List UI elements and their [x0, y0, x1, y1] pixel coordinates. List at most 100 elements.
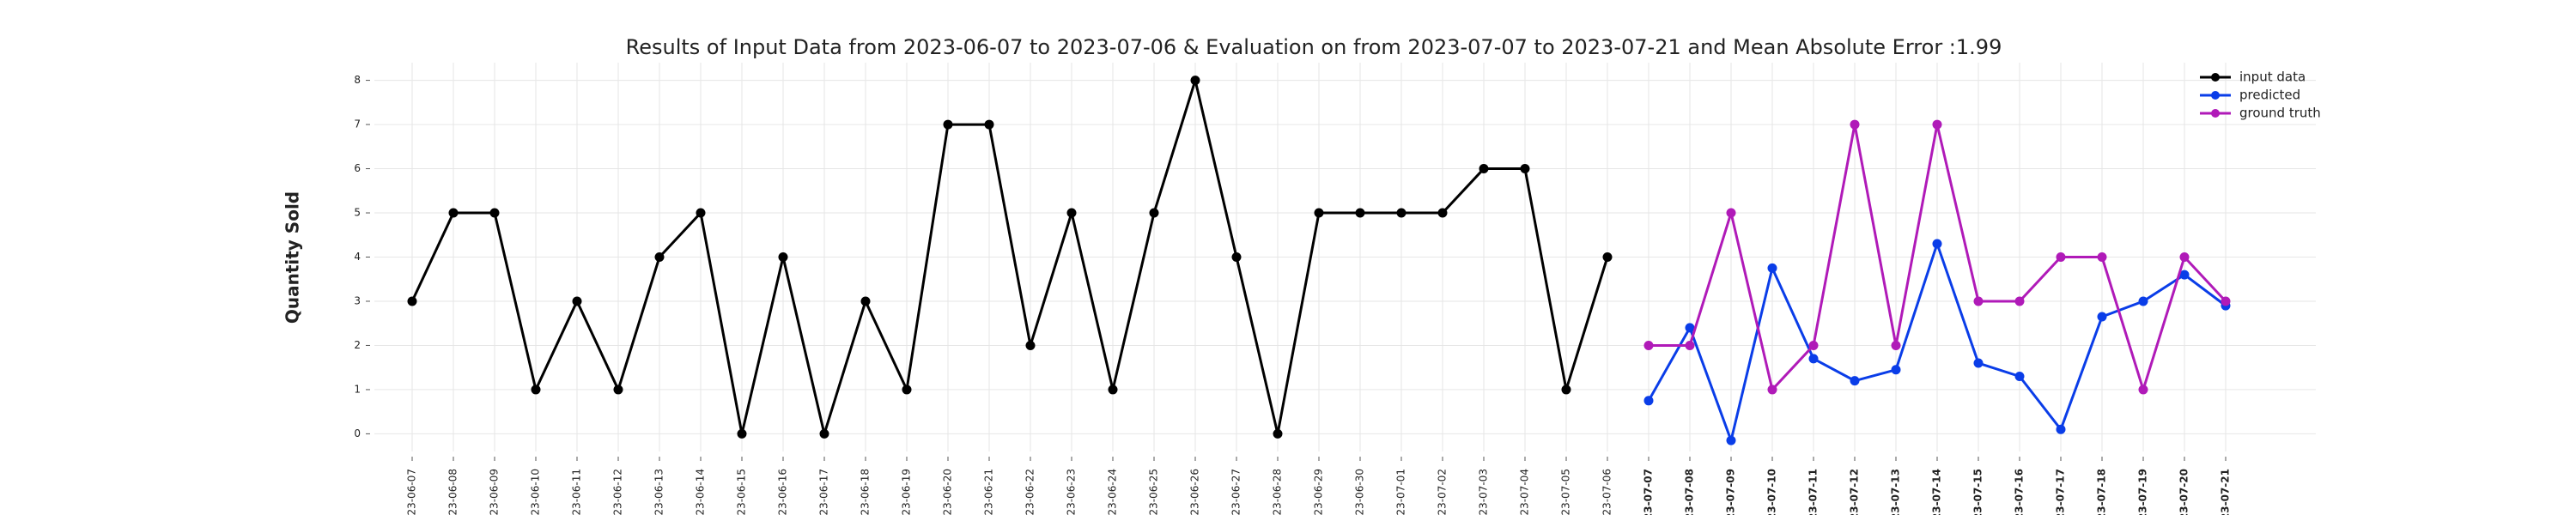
data-point [1767, 263, 1777, 273]
x-tick-label: 2023-06-18 [860, 469, 872, 515]
chart-title: Results of Input Data from 2023-06-07 to… [626, 35, 2002, 59]
data-point [819, 428, 829, 439]
x-tick-label: 2023-06-15 [736, 469, 748, 515]
data-point [1808, 340, 1819, 350]
x-tick-label: 2023-07-18 [2096, 469, 2108, 515]
legend-label: ground truth [2239, 106, 2321, 121]
x-tick-label: 2023-06-29 [1313, 469, 1325, 515]
x-tick-label: 2023-07-09 [1725, 469, 1737, 515]
data-point [1108, 385, 1118, 395]
x-tick-label: 2023-06-20 [942, 469, 954, 515]
x-tick-label: 2023-06-21 [983, 469, 995, 515]
y-tick-label: 1 [354, 383, 361, 395]
x-tick-label: 2023-07-03 [1478, 469, 1490, 515]
x-tick-label: 2023-06-26 [1189, 469, 1201, 515]
data-point [2221, 296, 2231, 306]
data-point [860, 296, 871, 306]
x-tick-label: 2023-06-30 [1354, 469, 1366, 515]
x-tick-label: 2023-06-09 [489, 469, 501, 515]
y-tick-label: 5 [354, 207, 361, 219]
x-tick-label: 2023-07-21 [2220, 469, 2232, 515]
x-tick-label: 2023-06-16 [777, 469, 789, 515]
x-tick-label: 2023-06-28 [1272, 469, 1284, 515]
x-tick-label: 2023-07-12 [1849, 469, 1861, 515]
x-tick-label: 2023-06-17 [818, 469, 830, 515]
data-point [2179, 252, 2190, 262]
y-tick-label: 2 [354, 339, 361, 351]
x-tick-label: 2023-07-17 [2055, 469, 2067, 515]
data-point [1726, 208, 1736, 218]
data-point [1314, 208, 1324, 218]
y-axis-label: Quantity Sold [283, 191, 303, 324]
x-tick-label: 2023-07-11 [1807, 469, 1820, 515]
x-tick-label: 2023-07-01 [1395, 469, 1407, 515]
x-tick-label: 2023-06-23 [1066, 469, 1078, 515]
data-point [1973, 358, 1984, 368]
data-point [2179, 270, 2190, 280]
x-tick-label: 2023-07-15 [1972, 469, 1984, 515]
data-point [2014, 371, 2025, 381]
y-tick-label: 4 [354, 251, 361, 263]
data-point [1643, 396, 1654, 406]
legend-label: input data [2239, 70, 2306, 85]
data-point [1520, 164, 1530, 174]
y-tick-label: 7 [354, 118, 361, 130]
data-point [1355, 208, 1365, 218]
data-point [2138, 385, 2148, 395]
data-point [1190, 76, 1200, 86]
data-point [984, 119, 994, 130]
data-point [572, 296, 582, 306]
x-tick-label: 2023-06-25 [1148, 469, 1160, 515]
data-point [1025, 340, 1036, 350]
x-tick-label: 2023-06-07 [406, 469, 418, 515]
legend-marker [2211, 109, 2220, 118]
legend-label: predicted [2239, 88, 2300, 103]
data-point [1726, 435, 1736, 445]
legend-marker [2211, 91, 2220, 100]
x-tick-label: 2023-06-13 [653, 469, 665, 515]
data-point [2056, 424, 2066, 434]
data-point [1850, 376, 1860, 386]
x-tick-label: 2023-06-14 [695, 469, 707, 515]
x-tick-label: 2023-07-14 [1931, 469, 1943, 515]
series-line [410, 75, 1609, 439]
x-tick-label: 2023-07-06 [1601, 469, 1613, 515]
data-point [1932, 119, 1942, 130]
data-point [1973, 296, 1984, 306]
x-tick-label: 2023-07-08 [1684, 469, 1696, 515]
data-point [1149, 208, 1159, 218]
data-point [1437, 208, 1448, 218]
data-point [1685, 340, 1695, 350]
x-tick-label: 2023-06-08 [447, 469, 459, 515]
data-point [1767, 385, 1777, 395]
data-point [407, 296, 417, 306]
data-point [1932, 239, 1942, 249]
data-point [1066, 208, 1077, 218]
data-point [531, 385, 541, 395]
x-tick-label: 2023-06-19 [901, 469, 913, 515]
x-tick-label: 2023-06-22 [1024, 469, 1036, 515]
data-point [2097, 312, 2107, 322]
x-tick-label: 2023-06-27 [1230, 469, 1242, 515]
x-tick-label: 2023-07-10 [1766, 469, 1778, 515]
x-tick-label: 2023-07-02 [1437, 469, 1449, 515]
data-point [2138, 296, 2148, 306]
x-tick-label: 2023-07-19 [2137, 469, 2149, 515]
data-point [696, 208, 706, 218]
x-tick-label: 2023-07-04 [1519, 469, 1531, 515]
data-point [654, 252, 665, 262]
data-point [1273, 428, 1283, 439]
y-tick-label: 3 [354, 294, 361, 306]
x-tick-label: 2023-07-20 [2178, 469, 2190, 515]
data-point [1891, 340, 1901, 350]
data-point [448, 208, 459, 218]
x-tick-label: 2023-06-12 [612, 469, 624, 515]
data-point [2056, 252, 2066, 262]
data-point [1685, 323, 1695, 333]
data-point [943, 119, 953, 130]
data-point [1850, 119, 1860, 130]
x-tick-label: 2023-06-10 [530, 469, 542, 515]
y-tick-label: 8 [354, 74, 361, 86]
data-point [1479, 164, 1489, 174]
